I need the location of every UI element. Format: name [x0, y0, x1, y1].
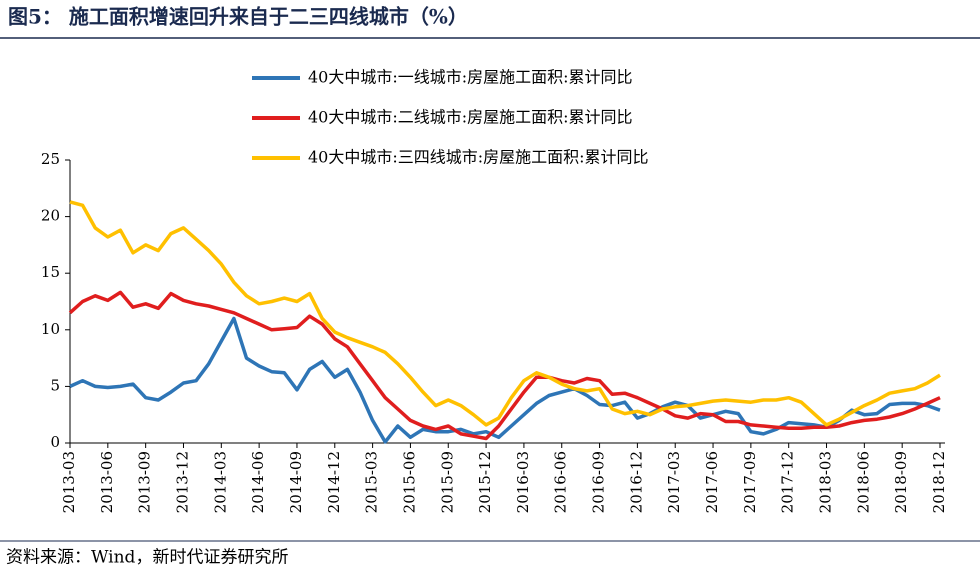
x-tick-label: 2013-03	[60, 451, 78, 513]
y-tick-label: 10	[41, 320, 60, 338]
series-line	[69, 316, 941, 444]
legend-label: 40大中城市:一线城市:房屋施工面积:累计同比	[308, 68, 633, 87]
x-tick-label: 2016-06	[552, 451, 570, 513]
y-tick-label: 15	[41, 263, 60, 281]
x-tick-label: 2014-03	[211, 451, 229, 513]
series-line	[68, 290, 941, 441]
legend-label: 40大中城市:三四线城市:房屋施工面积:累计同比	[308, 148, 649, 167]
x-tick-label: 2018-12	[930, 451, 948, 513]
y-tick-label: 25	[41, 150, 60, 168]
x-tick-label: 2017-03	[665, 451, 683, 513]
x-tick-label: 2015-12	[476, 451, 494, 513]
x-tick-label: 2014-06	[249, 451, 267, 513]
x-tick-label: 2017-06	[703, 451, 721, 513]
x-tick-label: 2014-12	[325, 451, 343, 513]
y-tick-label: 20	[41, 207, 60, 225]
x-tick-label: 2016-03	[514, 451, 532, 513]
y-tick-label: 5	[50, 376, 60, 394]
x-tick-label: 2018-03	[817, 451, 835, 513]
source: 资料来源：Wind，新时代证券研究所	[6, 548, 288, 568]
x-tick-label: 2016-09	[590, 451, 608, 513]
y-tick-label: 0	[50, 433, 60, 451]
x-tick-label: 2017-12	[779, 451, 797, 513]
x-tick-label: 2013-12	[173, 451, 191, 513]
x-tick-label: 2017-09	[741, 451, 759, 513]
legend-label: 40大中城市:二线城市:房屋施工面积:累计同比	[308, 108, 633, 127]
x-tick-label: 2015-06	[400, 451, 418, 513]
title: 图5： 施工面积增速回升来自于二三四线城市（%）	[8, 5, 468, 29]
x-tick-label: 2016-12	[627, 451, 645, 513]
x-tick-label: 2015-09	[438, 451, 456, 513]
series-line	[69, 200, 941, 427]
x-tick-label: 2013-09	[136, 451, 154, 513]
x-tick-label: 2018-06	[854, 451, 872, 513]
x-tick-label: 2013-06	[98, 451, 116, 513]
x-tick-label: 2014-09	[287, 451, 305, 513]
x-tick-label: 2018-09	[892, 451, 910, 513]
x-tick-label: 2015-03	[363, 451, 381, 513]
